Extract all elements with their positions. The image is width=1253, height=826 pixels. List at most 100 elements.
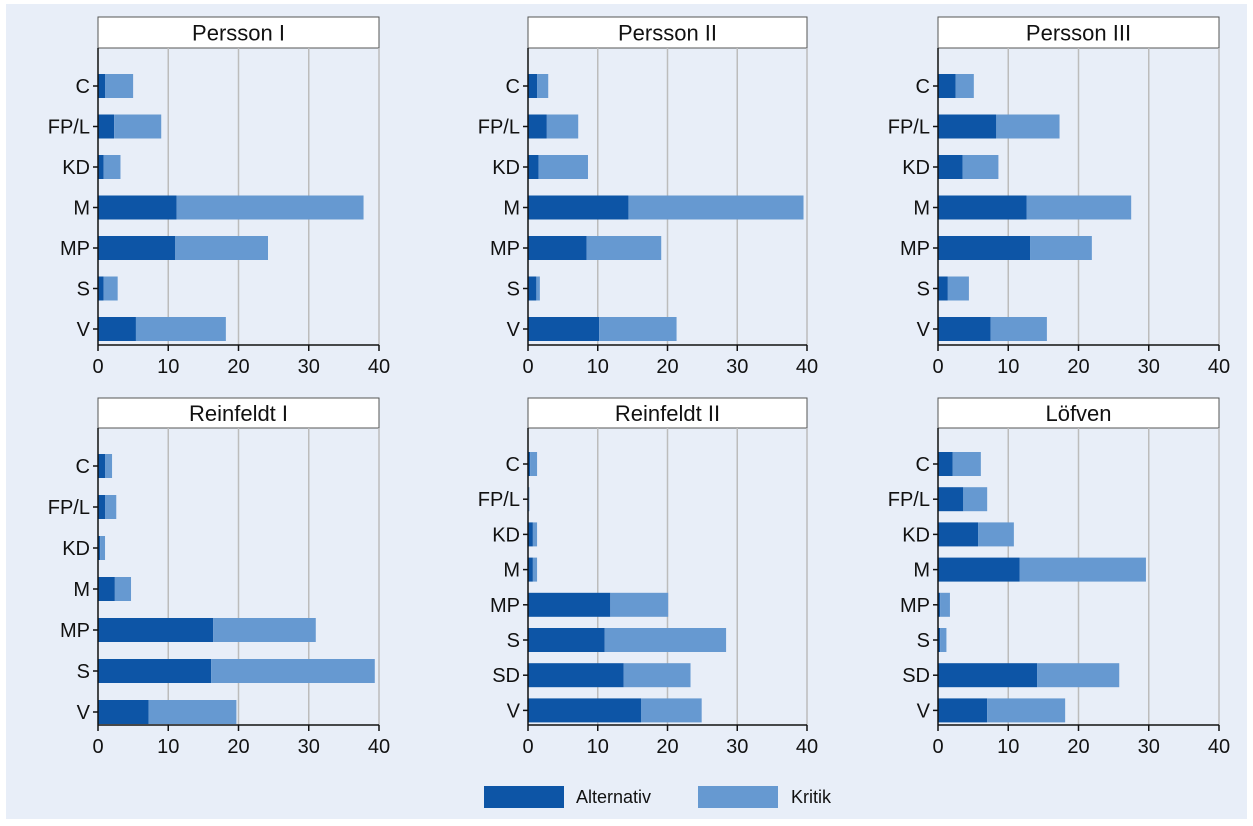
bar-kritik-fp-l <box>105 495 117 519</box>
bar-alternativ-s <box>938 276 948 301</box>
category-label: MP <box>60 238 90 260</box>
category-label: MP <box>490 595 520 617</box>
bar-alternativ-s <box>528 628 605 652</box>
bar-kritik-kd <box>100 536 106 560</box>
category-label: FP/L <box>478 117 520 139</box>
bar-alternativ-v <box>528 698 641 723</box>
category-label: C <box>916 76 930 98</box>
bar-kritik-sd <box>623 663 691 688</box>
panel-l-fven: Löfven C FP/L KD M MP S SD V0 10 20 30 40 <box>888 397 1230 758</box>
bar-kritik-kd <box>978 522 1014 547</box>
bar-kritik-s <box>940 628 947 652</box>
bar-alternativ-mp <box>528 236 587 260</box>
bar-alternativ-m <box>98 577 115 601</box>
bar-kritik-fp-l <box>996 114 1060 139</box>
category-label: C <box>76 456 90 478</box>
x-tick-label: 0 <box>522 736 533 758</box>
x-tick-label: 30 <box>298 736 320 758</box>
x-tick-label: 10 <box>157 356 179 378</box>
x-tick-label: 40 <box>368 356 390 378</box>
category-label: KD <box>902 524 930 546</box>
bar-alternativ-s <box>528 276 537 301</box>
category-label: S <box>917 630 930 652</box>
bar-kritik-v <box>990 317 1047 341</box>
category-label: V <box>77 702 91 724</box>
x-tick-label: 20 <box>1067 356 1089 378</box>
x-tick-label: 30 <box>1138 356 1160 378</box>
bar-alternativ-sd <box>528 663 624 688</box>
x-tick-label: 20 <box>227 736 249 758</box>
x-tick-label: 30 <box>726 356 748 378</box>
bar-alternativ-m <box>938 195 1027 220</box>
bar-alternativ-c <box>938 452 953 476</box>
bar-alternativ-c <box>528 74 538 98</box>
panel-reinfeldt-i: Reinfeldt I C FP/L KD M MP SV0 10 20 30 40 <box>48 397 390 758</box>
bar-kritik-s <box>947 276 969 301</box>
x-tick-label: 20 <box>656 356 678 378</box>
category-label: KD <box>492 524 520 546</box>
x-tick-label: 10 <box>997 736 1019 758</box>
category-label: SD <box>492 665 520 687</box>
bar-kritik-c <box>530 452 538 476</box>
bar-kritik-v <box>987 698 1066 723</box>
panel-title-box <box>97 397 380 429</box>
bar-kritik-kd <box>103 155 121 179</box>
bar-kritik-c <box>105 454 113 478</box>
x-tick-label: 10 <box>157 736 179 758</box>
bar-kritik-m <box>114 577 132 601</box>
bar-alternativ-m <box>938 557 1020 582</box>
bar-alternativ-fp-l <box>938 487 964 512</box>
bar-alternativ-kd <box>528 155 539 179</box>
panel-title: Persson II <box>618 21 717 46</box>
x-tick-label: 10 <box>587 736 609 758</box>
panel-persson-i: Persson I C FP/L KD M MP SV0 10 20 30 40 <box>48 16 390 378</box>
bar-alternativ-m <box>98 195 177 220</box>
x-tick-label: 10 <box>997 356 1019 378</box>
x-tick-label: 30 <box>726 736 748 758</box>
category-label: C <box>916 454 930 476</box>
bar-kritik-s <box>604 628 727 652</box>
panel-title: Reinfeldt II <box>615 401 720 426</box>
x-tick-label: 20 <box>1067 736 1089 758</box>
bar-kritik-s <box>211 659 375 683</box>
category-label: M <box>73 579 90 601</box>
x-tick-label: 20 <box>227 356 249 378</box>
bar-kritik-mp <box>1030 236 1092 260</box>
panel-title-box <box>97 16 380 49</box>
bar-kritik-kd <box>538 155 588 179</box>
category-label: V <box>507 319 521 341</box>
panel-title-box <box>527 16 808 49</box>
legend-label-alternativ: Alternativ <box>576 787 651 807</box>
bar-alternativ-kd <box>528 522 533 547</box>
bar-alternativ-v <box>98 700 149 724</box>
x-tick-label: 40 <box>796 736 818 758</box>
category-label: M <box>503 560 520 582</box>
x-tick-label: 20 <box>656 736 678 758</box>
bar-kritik-fp-l <box>114 114 162 139</box>
bar-alternativ-kd <box>98 536 101 560</box>
bar-alternativ-c <box>98 454 106 478</box>
bar-alternativ-c <box>98 74 106 98</box>
legend: Alternativ Kritik <box>484 786 832 808</box>
bar-alternativ-fp-l <box>938 114 997 139</box>
bar-kritik-mp <box>586 236 662 260</box>
bar-alternativ-fp-l <box>98 114 115 139</box>
bar-kritik-c <box>105 74 134 98</box>
bar-alternativ-kd <box>938 522 979 547</box>
bar-kritik-s <box>103 276 118 301</box>
bar-alternativ-fp-l <box>528 114 547 139</box>
panel-title: Persson III <box>1026 21 1131 46</box>
bar-kritik-v <box>640 698 702 723</box>
category-label: SD <box>902 665 930 687</box>
category-label: MP <box>490 238 520 260</box>
bar-kritik-kd <box>532 522 538 547</box>
legend-label-kritik: Kritik <box>791 787 832 807</box>
panel-persson-iii: Persson III C FP/L KD M MP SV0 10 20 30 40 <box>888 16 1230 378</box>
bar-kritik-v <box>148 700 237 724</box>
bar-alternativ-sd <box>938 663 1038 688</box>
category-label: S <box>507 630 520 652</box>
category-label: C <box>76 76 90 98</box>
category-label: V <box>507 700 521 722</box>
bar-alternativ-s <box>98 276 104 301</box>
